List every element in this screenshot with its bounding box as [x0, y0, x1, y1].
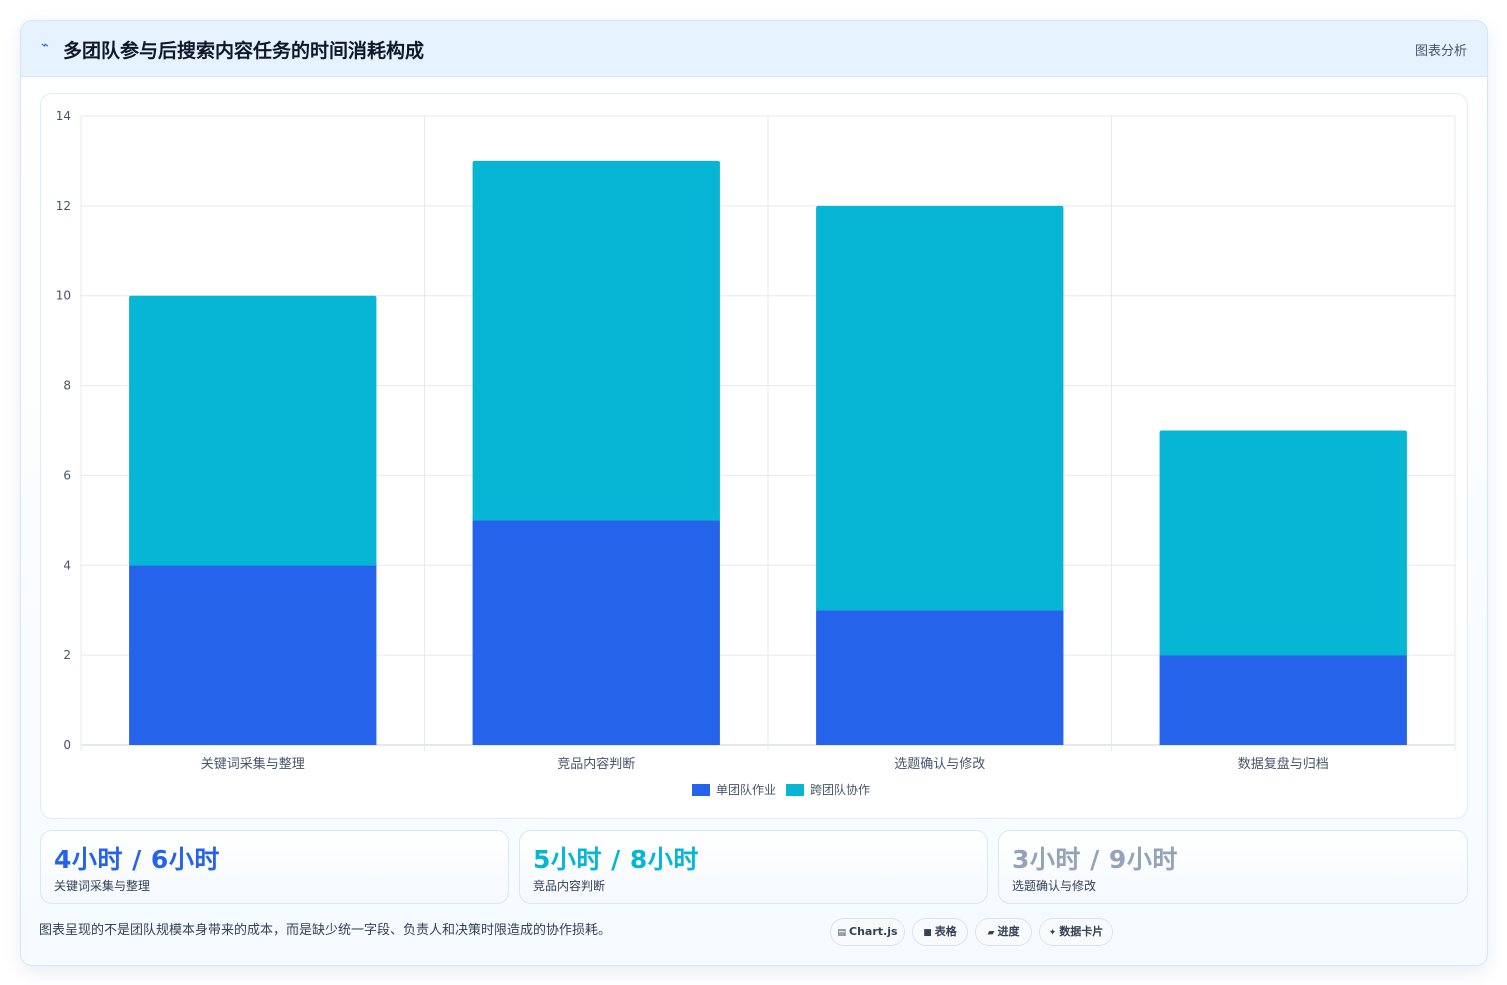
bar-segment	[129, 565, 377, 745]
pill-label: 表格	[934, 925, 957, 938]
chart-panel: 0 2 4 6 8 10 12 14 关键词采集与整理 竞品内容判断 选题确认与修改 数据复盘与归档单…	[40, 93, 1468, 819]
x-tick-label: 关键词采集与整理	[201, 756, 305, 772]
bar-segment-base	[129, 562, 377, 566]
bar-segment	[472, 160, 720, 521]
y-tick-label: 2	[63, 648, 71, 662]
data-card-tag[interactable]: ✦ 数据卡片	[1039, 918, 1113, 946]
bar-segment	[129, 295, 377, 566]
x-tick-label: 竞品内容判断	[557, 756, 635, 772]
x-tick-label: 选题确认与修改	[894, 757, 985, 772]
y-tick-label: 12	[56, 199, 71, 213]
stacked-bar-chart: 0 2 4 6 8 10 12 14 关键词采集与整理 竞品内容判断 选题确认与修改 数据复盘与归档单…	[56, 109, 1456, 797]
bar-segment-base	[472, 517, 720, 521]
trend-line-icon: ⌁	[41, 38, 49, 53]
stat-card-topic: 3小时 / 9小时 选题确认与修改	[998, 830, 1468, 904]
bar-segment	[816, 205, 1064, 611]
legend-label: 跨团队协作	[810, 782, 870, 797]
y-tick-label: 0	[63, 738, 71, 752]
sparkle-icon: ✦	[1048, 928, 1057, 938]
stat-card-keywords: 4小时 / 6小时 关键词采集与整理	[40, 830, 509, 904]
pill-label: 数据卡片	[1059, 925, 1104, 938]
stat-label: 选题确认与修改	[1012, 879, 1097, 893]
y-tick-label: 14	[56, 109, 71, 123]
stat-card-competitor: 5小时 / 8小时 竞品内容判断	[519, 830, 988, 904]
y-tick-label: 8	[63, 379, 71, 393]
stat-value: 4小时 / 6小时	[54, 845, 220, 874]
y-tick-label: 4	[63, 558, 71, 572]
table-icon: ■	[923, 928, 932, 938]
table-tag[interactable]: ■ 表格	[912, 918, 968, 946]
bar-segment-base	[816, 607, 1064, 611]
bar-segment	[816, 610, 1064, 745]
chart-analysis-label: 图表分析	[1414, 44, 1467, 59]
legend-swatch	[692, 784, 710, 796]
bar-segment-base	[1159, 652, 1407, 656]
stat-value: 3小时 / 9小时	[1012, 845, 1178, 874]
x-tick-label: 数据复盘与归档	[1238, 756, 1329, 772]
progress-icon: ▰	[987, 928, 995, 938]
page-title: 多团队参与后搜索内容任务的时间消耗构成	[63, 40, 425, 62]
bar-segment	[1159, 430, 1407, 656]
legend-swatch	[786, 784, 804, 796]
progress-tag[interactable]: ▰ 进度	[975, 918, 1032, 946]
y-tick-label: 10	[56, 289, 71, 303]
legend-label: 单团队作业	[716, 782, 776, 797]
stat-label: 关键词采集与整理	[54, 879, 151, 893]
bar-segment	[1159, 655, 1407, 745]
footer-note: 图表呈现的不是团队规模本身带来的成本，而是缺少统一字段、负责人和决策时限造成的协…	[39, 923, 612, 938]
chart-card: ⌁ 多团队参与后搜索内容任务的时间消耗构成 图表分析 0 2 4 6 8 10 12 14 关键…	[20, 20, 1488, 966]
chart-icon: ▤	[837, 928, 846, 938]
stat-label: 竞品内容判断	[533, 879, 606, 893]
chartjs-tag[interactable]: ▤ Chart.js	[830, 918, 905, 946]
pill-label: Chart.js	[849, 925, 898, 938]
bar-segment	[472, 520, 720, 745]
card-header: ⌁ 多团队参与后搜索内容任务的时间消耗构成 图表分析	[21, 21, 1487, 77]
stat-value: 5小时 / 8小时	[533, 845, 699, 874]
pill-label: 进度	[997, 925, 1020, 938]
y-tick-label: 6	[63, 468, 71, 482]
